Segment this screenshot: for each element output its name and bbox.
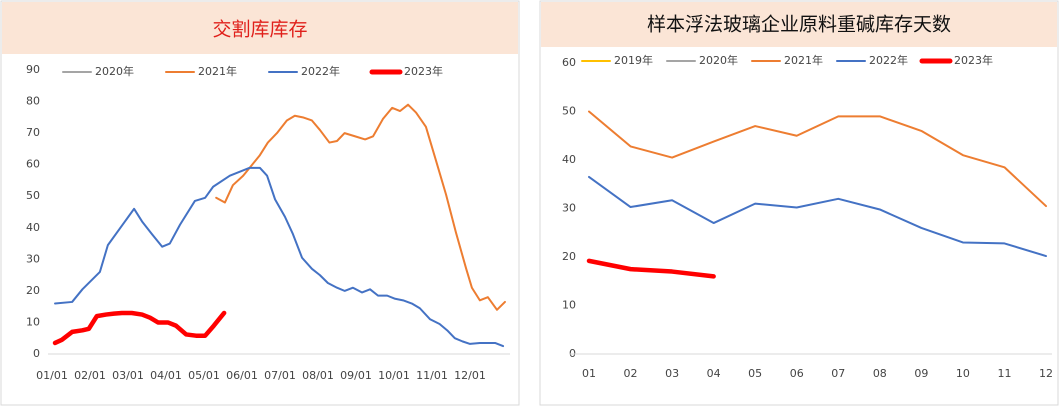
- series-line: [586, 258, 716, 279]
- legend-label: 2020年: [95, 64, 134, 78]
- legend-label: 2022年: [301, 64, 340, 78]
- x-tick-label: 07: [831, 367, 845, 380]
- series-line: [588, 110, 1047, 208]
- series-line: [52, 310, 227, 346]
- x-tick-label: 01/01: [36, 369, 68, 382]
- x-tick-label: 05: [748, 367, 762, 380]
- x-tick-label: 01: [582, 367, 596, 380]
- x-tick-label: 04/01: [150, 369, 182, 382]
- x-tick-label: 10: [956, 367, 970, 380]
- x-tick-label: 09/01: [340, 369, 372, 382]
- legend-label: 2021年: [784, 53, 823, 67]
- left-title-band: [2, 2, 518, 54]
- x-tick-label: 04: [707, 367, 721, 380]
- x-tick-label: 11: [997, 367, 1011, 380]
- x-tick-label: 12/01: [454, 369, 486, 382]
- x-tick-label: 06: [790, 367, 804, 380]
- y-tick-label: 40: [562, 153, 576, 166]
- legend-label: 2021年: [198, 64, 237, 78]
- x-tick-label: 06/01: [226, 369, 258, 382]
- y-tick-label: 40: [26, 221, 40, 234]
- x-tick-label: 12: [1039, 367, 1053, 380]
- x-tick-label: 03: [665, 367, 679, 380]
- y-tick-label: 20: [26, 284, 40, 297]
- legend-label: 2023年: [404, 64, 443, 78]
- x-tick-label: 11/01: [416, 369, 448, 382]
- x-tick-label: 08: [873, 367, 887, 380]
- legend-label: 2019年: [614, 53, 653, 67]
- x-tick-label: 05/01: [188, 369, 220, 382]
- left-panel: [0, 0, 520, 406]
- y-tick-label: 80: [26, 95, 40, 108]
- y-tick-label: 90: [26, 63, 40, 76]
- y-tick-label: 30: [26, 252, 40, 265]
- y-tick-label: 30: [562, 202, 576, 215]
- x-tick-label: 02: [624, 367, 638, 380]
- legend-label: 2023年: [954, 53, 993, 67]
- series-line: [54, 166, 505, 348]
- y-tick-label: 10: [26, 315, 40, 328]
- x-tick-label: 09: [914, 367, 928, 380]
- y-tick-label: 60: [562, 56, 576, 69]
- series-line: [588, 175, 1047, 258]
- legend-label: 2022年: [869, 53, 908, 67]
- x-tick-label: 03/01: [112, 369, 144, 382]
- x-tick-label: 07/01: [264, 369, 296, 382]
- x-tick-label: 02/01: [74, 369, 106, 382]
- y-tick-label: 10: [562, 299, 576, 312]
- y-tick-label: 0: [33, 347, 40, 360]
- y-tick-label: 20: [562, 250, 576, 263]
- chart-title: 交割库库存: [212, 19, 307, 41]
- y-tick-label: 50: [26, 189, 40, 202]
- legend-label: 2020年: [699, 53, 738, 67]
- y-tick-label: 50: [562, 105, 576, 118]
- right-title-band: [541, 2, 1057, 47]
- y-tick-label: 70: [26, 126, 40, 139]
- chart-title: 样本浮法玻璃企业原料重碱库存天数: [647, 14, 951, 36]
- series-line: [215, 103, 506, 311]
- y-tick-label: 60: [26, 158, 40, 171]
- x-tick-label: 10/01: [378, 369, 410, 382]
- x-tick-label: 08/01: [302, 369, 334, 382]
